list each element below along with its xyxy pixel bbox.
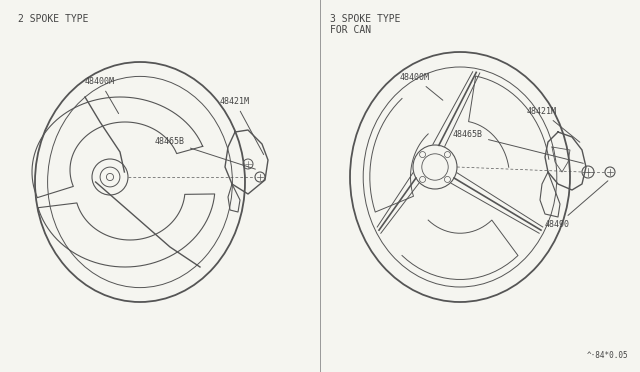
Text: 48465B: 48465B bbox=[453, 130, 583, 163]
Text: 48465B: 48465B bbox=[155, 137, 255, 169]
Text: 3 SPOKE TYPE: 3 SPOKE TYPE bbox=[330, 14, 401, 24]
Text: 48400M: 48400M bbox=[85, 77, 118, 113]
Text: 48400M: 48400M bbox=[400, 73, 443, 100]
Text: FOR CAN: FOR CAN bbox=[330, 25, 371, 35]
Text: 48490: 48490 bbox=[545, 181, 608, 229]
Text: 48421M: 48421M bbox=[220, 97, 264, 154]
Text: ^·84*0.05: ^·84*0.05 bbox=[586, 351, 628, 360]
Text: 48421M: 48421M bbox=[527, 107, 580, 142]
Text: 2 SPOKE TYPE: 2 SPOKE TYPE bbox=[18, 14, 88, 24]
